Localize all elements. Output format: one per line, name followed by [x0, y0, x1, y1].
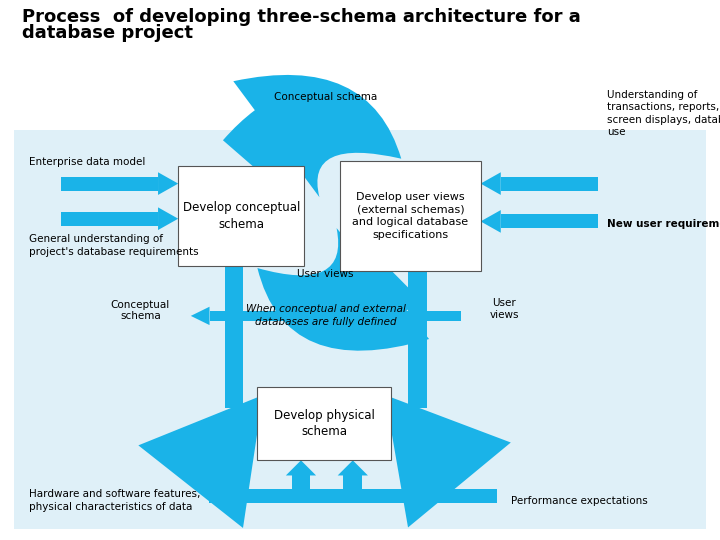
- Polygon shape: [158, 207, 179, 230]
- Bar: [343, 475, 362, 489]
- Bar: [210, 310, 461, 321]
- Bar: [61, 212, 158, 226]
- Text: Develop conceptual
schema: Develop conceptual schema: [182, 201, 300, 231]
- Bar: [408, 271, 427, 408]
- Bar: [340, 161, 481, 271]
- Polygon shape: [191, 307, 210, 325]
- Polygon shape: [338, 460, 368, 475]
- Text: When conceptual and external
databases are fully defined: When conceptual and external databases a…: [246, 304, 405, 327]
- Polygon shape: [481, 210, 501, 233]
- FancyBboxPatch shape: [14, 130, 706, 529]
- Text: User
views: User views: [490, 298, 518, 320]
- FancyArrowPatch shape: [258, 228, 429, 350]
- Bar: [61, 177, 158, 191]
- Bar: [179, 166, 304, 266]
- Text: User views: User views: [297, 269, 354, 279]
- Text: Conceptual
schema: Conceptual schema: [111, 300, 170, 321]
- Polygon shape: [158, 172, 179, 195]
- Text: Process  of developing three-schema architecture for a: Process of developing three-schema archi…: [22, 8, 580, 26]
- Bar: [225, 266, 243, 408]
- Text: Develop user views
(external schemas)
and logical database
specifications: Develop user views (external schemas) an…: [352, 192, 469, 240]
- Bar: [501, 214, 598, 228]
- Text: Hardware and software features,
physical characteristics of data: Hardware and software features, physical…: [29, 489, 200, 512]
- Bar: [209, 489, 497, 503]
- Bar: [258, 388, 391, 460]
- FancyArrowPatch shape: [385, 395, 510, 528]
- Text: Understanding of
transactions, reports,
screen displays, database
use: Understanding of transactions, reports, …: [607, 90, 720, 137]
- Text: New user requirements: New user requirements: [607, 219, 720, 229]
- Text: Develop physical
schema: Develop physical schema: [274, 409, 374, 438]
- Text: Performance expectations: Performance expectations: [511, 496, 648, 505]
- Bar: [292, 475, 310, 489]
- FancyArrowPatch shape: [223, 75, 401, 197]
- Text: database project: database project: [22, 24, 193, 42]
- Text: Enterprise data model: Enterprise data model: [29, 157, 145, 167]
- Bar: [501, 177, 598, 191]
- FancyArrowPatch shape: [138, 395, 263, 528]
- Polygon shape: [286, 460, 316, 475]
- Text: General understanding of
project's database requirements: General understanding of project's datab…: [29, 234, 199, 257]
- Polygon shape: [481, 172, 501, 195]
- Text: Conceptual schema: Conceptual schema: [274, 92, 377, 102]
